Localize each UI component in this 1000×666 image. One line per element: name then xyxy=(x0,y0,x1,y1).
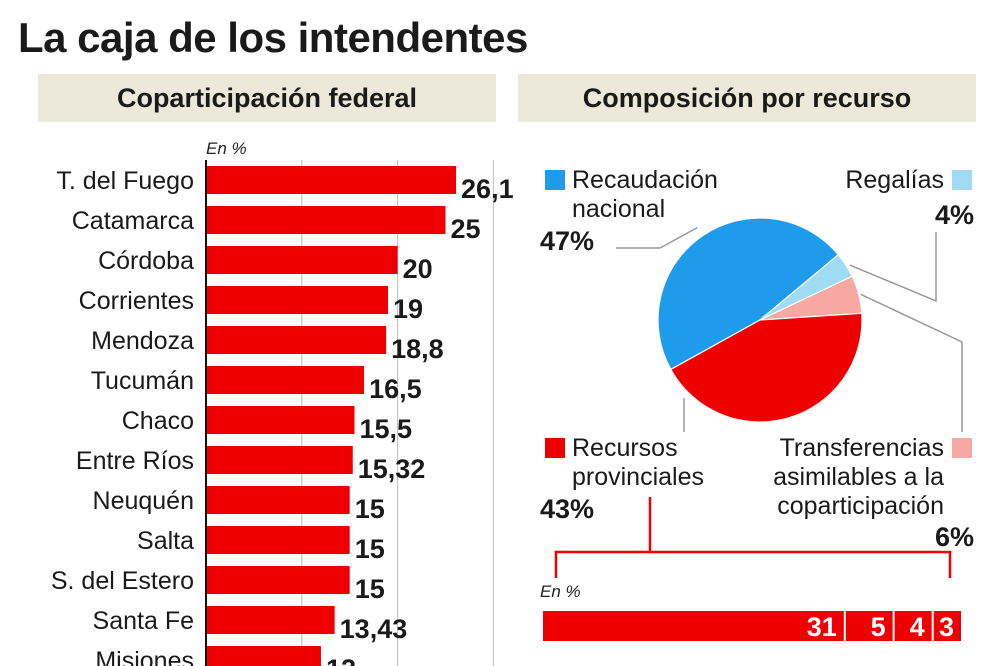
data-label: 26,1 xyxy=(461,174,514,204)
bar xyxy=(206,646,321,666)
bar xyxy=(206,406,355,434)
slice-value-label: 4% xyxy=(935,200,974,230)
data-label: 15,32 xyxy=(358,454,426,484)
category-label: T. del Fuego xyxy=(56,167,194,195)
bar xyxy=(206,326,387,354)
bar xyxy=(206,366,365,394)
bar xyxy=(206,606,335,634)
data-label: 15,5 xyxy=(359,414,412,444)
data-label: 13,43 xyxy=(340,614,408,644)
legend-label: coparticipación xyxy=(777,492,944,520)
data-label: 25 xyxy=(451,214,481,244)
legend-label: Transferencias xyxy=(780,434,944,462)
slice-value-label: 6% xyxy=(935,522,974,552)
pie-slice xyxy=(669,312,863,423)
stacked-segment xyxy=(543,611,844,641)
legend-label: Recursos xyxy=(572,434,678,462)
bar xyxy=(206,486,350,514)
stacked-segment xyxy=(845,611,893,641)
data-label: 15 xyxy=(355,494,385,524)
bar xyxy=(206,526,350,554)
leader-line xyxy=(616,226,698,249)
data-label: 12 xyxy=(326,654,356,666)
data-label: 18,8 xyxy=(391,334,444,364)
leader-line xyxy=(860,293,963,432)
unit-label: En % xyxy=(540,582,581,601)
category-label: S. del Estero xyxy=(51,567,194,595)
legend-label: nacional xyxy=(572,195,665,223)
legend-label: Recaudación xyxy=(572,166,718,194)
category-label: Misiones xyxy=(95,647,194,666)
category-label: Santa Fe xyxy=(93,607,194,635)
slice-value-label: 43% xyxy=(540,494,594,524)
unit-label: En % xyxy=(206,139,247,158)
category-label: Corrientes xyxy=(79,287,194,315)
data-label: 15 xyxy=(355,534,385,564)
legend-swatch xyxy=(545,438,565,458)
legend-label: Regalías xyxy=(845,166,944,194)
legend-swatch xyxy=(952,438,972,458)
data-label: 20 xyxy=(403,254,433,284)
bar xyxy=(206,286,389,314)
bar xyxy=(206,446,353,474)
bar xyxy=(206,166,457,194)
bar xyxy=(206,246,398,274)
category-label: Neuquén xyxy=(93,487,194,515)
stacked-segment xyxy=(933,611,961,641)
category-label: Catamarca xyxy=(72,207,194,235)
bar xyxy=(206,206,446,234)
legend-label: provinciales xyxy=(572,463,704,491)
legend-swatch xyxy=(545,170,565,190)
bracket-line xyxy=(554,497,652,578)
bar-chart-title: Coparticipación federal xyxy=(38,74,496,122)
bar xyxy=(206,566,350,594)
page-title: La caja de los intendentes xyxy=(18,14,528,61)
category-label: Tucumán xyxy=(91,367,194,395)
category-label: Chaco xyxy=(122,407,194,435)
category-label: Salta xyxy=(137,527,194,555)
segment-value-label: 5 xyxy=(871,612,886,642)
category-label: Córdoba xyxy=(98,247,194,275)
bracket-line xyxy=(650,550,952,578)
category-label: Mendoza xyxy=(91,327,194,355)
legend-label: asimilables a la xyxy=(773,463,944,491)
data-label: 15 xyxy=(355,574,385,604)
data-label: 19 xyxy=(393,294,423,324)
leader-line xyxy=(849,232,937,303)
legend-swatch xyxy=(952,170,972,190)
category-label: Entre Ríos xyxy=(76,447,194,475)
data-label: 16,5 xyxy=(369,374,422,404)
segment-value-label: 3 xyxy=(939,612,954,642)
pie-chart-title: Composición por recurso xyxy=(518,74,976,122)
segment-value-label: 31 xyxy=(807,612,837,642)
segment-value-label: 4 xyxy=(910,612,925,642)
stacked-segment xyxy=(894,611,932,641)
pie-slice xyxy=(657,217,840,371)
slice-value-label: 47% xyxy=(540,226,594,256)
